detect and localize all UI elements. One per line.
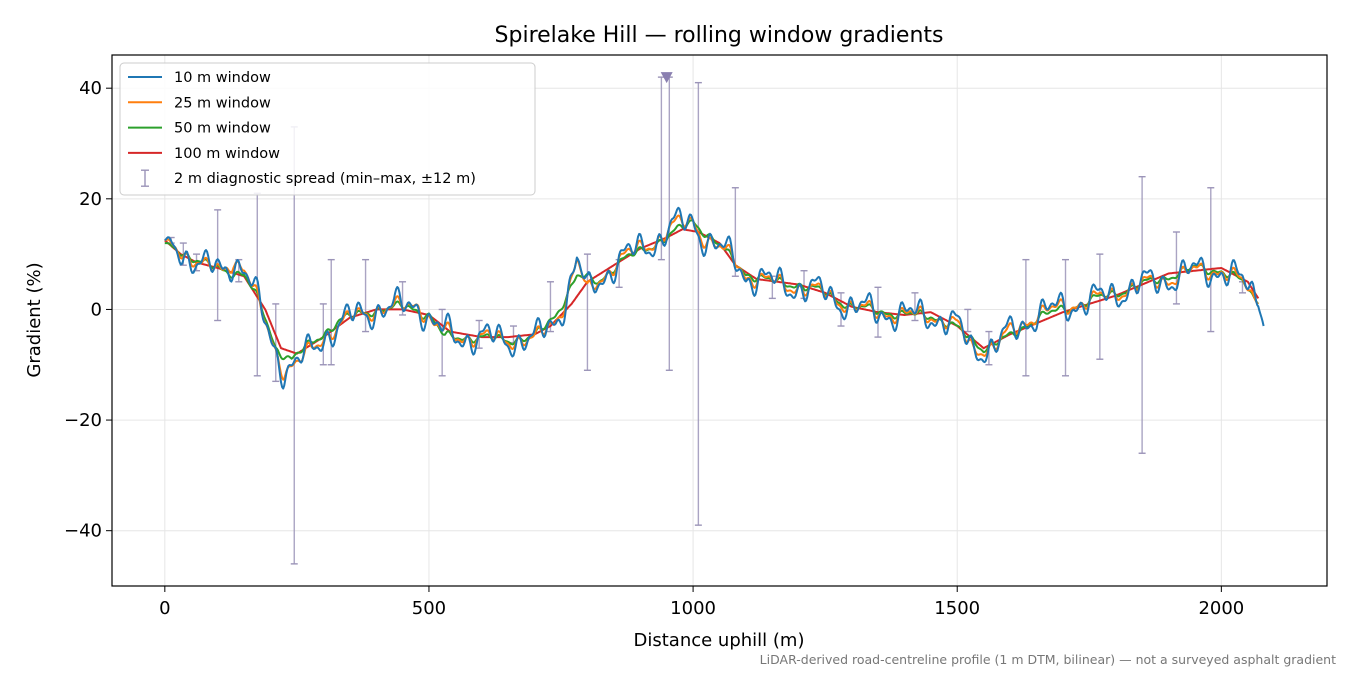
legend-entry: 10 m window [128, 70, 271, 86]
legend-label: 10 m window [174, 70, 271, 86]
legend-label: 25 m window [174, 95, 271, 111]
y-tick-label: 0 [91, 299, 102, 320]
spread-bar [694, 81, 702, 526]
spread-series [167, 72, 1246, 565]
x-tick-label: 2000 [1198, 598, 1244, 619]
legend-entry: 50 m window [128, 121, 271, 137]
spread-bar [1022, 258, 1030, 377]
x-tick-label: 500 [412, 598, 446, 619]
chart-title: Spirelake Hill — rolling window gradient… [495, 23, 944, 48]
spread-bar [438, 308, 446, 377]
x-tick-label: 1000 [670, 598, 716, 619]
spread-bar [327, 258, 335, 366]
spread-bar [362, 258, 370, 333]
y-tick-label: 20 [79, 189, 102, 210]
spread-bar [731, 187, 739, 277]
y-tick-label: −20 [64, 410, 102, 431]
y-tick-label: −40 [64, 521, 102, 542]
spread-bar [272, 303, 280, 383]
spread-bar [1207, 187, 1215, 333]
grid [112, 55, 1327, 586]
spread-bar [1172, 231, 1180, 305]
y-axis-label: Gradient (%) [24, 262, 45, 377]
legend-label: 2 m diagnostic spread (min–max, ±12 m) [174, 171, 476, 187]
line-series [164, 206, 1265, 390]
series-line-0 [164, 206, 1265, 390]
spread-bar [1138, 175, 1146, 454]
y-tick-label: 40 [79, 78, 102, 99]
spread-bar [964, 308, 972, 333]
legend-entry: 100 m window [128, 146, 280, 162]
spread-bar [837, 292, 845, 327]
footnote: LiDAR-derived road-centreline profile (1… [760, 652, 1336, 667]
x-tick-label: 1500 [934, 598, 980, 619]
legend: 10 m window 25 m window 50 m window 100 m w… [119, 62, 536, 196]
plot-frame [111, 54, 1328, 587]
legend-label: 100 m window [174, 146, 280, 162]
x-axis-label: Distance uphill (m) [634, 630, 805, 651]
legend-entry: 25 m window [128, 95, 271, 111]
legend-label: 50 m window [174, 121, 271, 137]
spread-bar [911, 292, 919, 322]
legend-entry: 2 m diagnostic spread (min–max, ±12 m) [141, 169, 476, 187]
axis-ticks: 0 500 1000 1500 2000 −40 −20 0 20 40 [64, 78, 1244, 619]
spread-bar [1096, 253, 1104, 360]
legend-box [119, 62, 536, 196]
x-tick-label: 0 [159, 598, 170, 619]
clipped-spread-marker [660, 72, 673, 84]
